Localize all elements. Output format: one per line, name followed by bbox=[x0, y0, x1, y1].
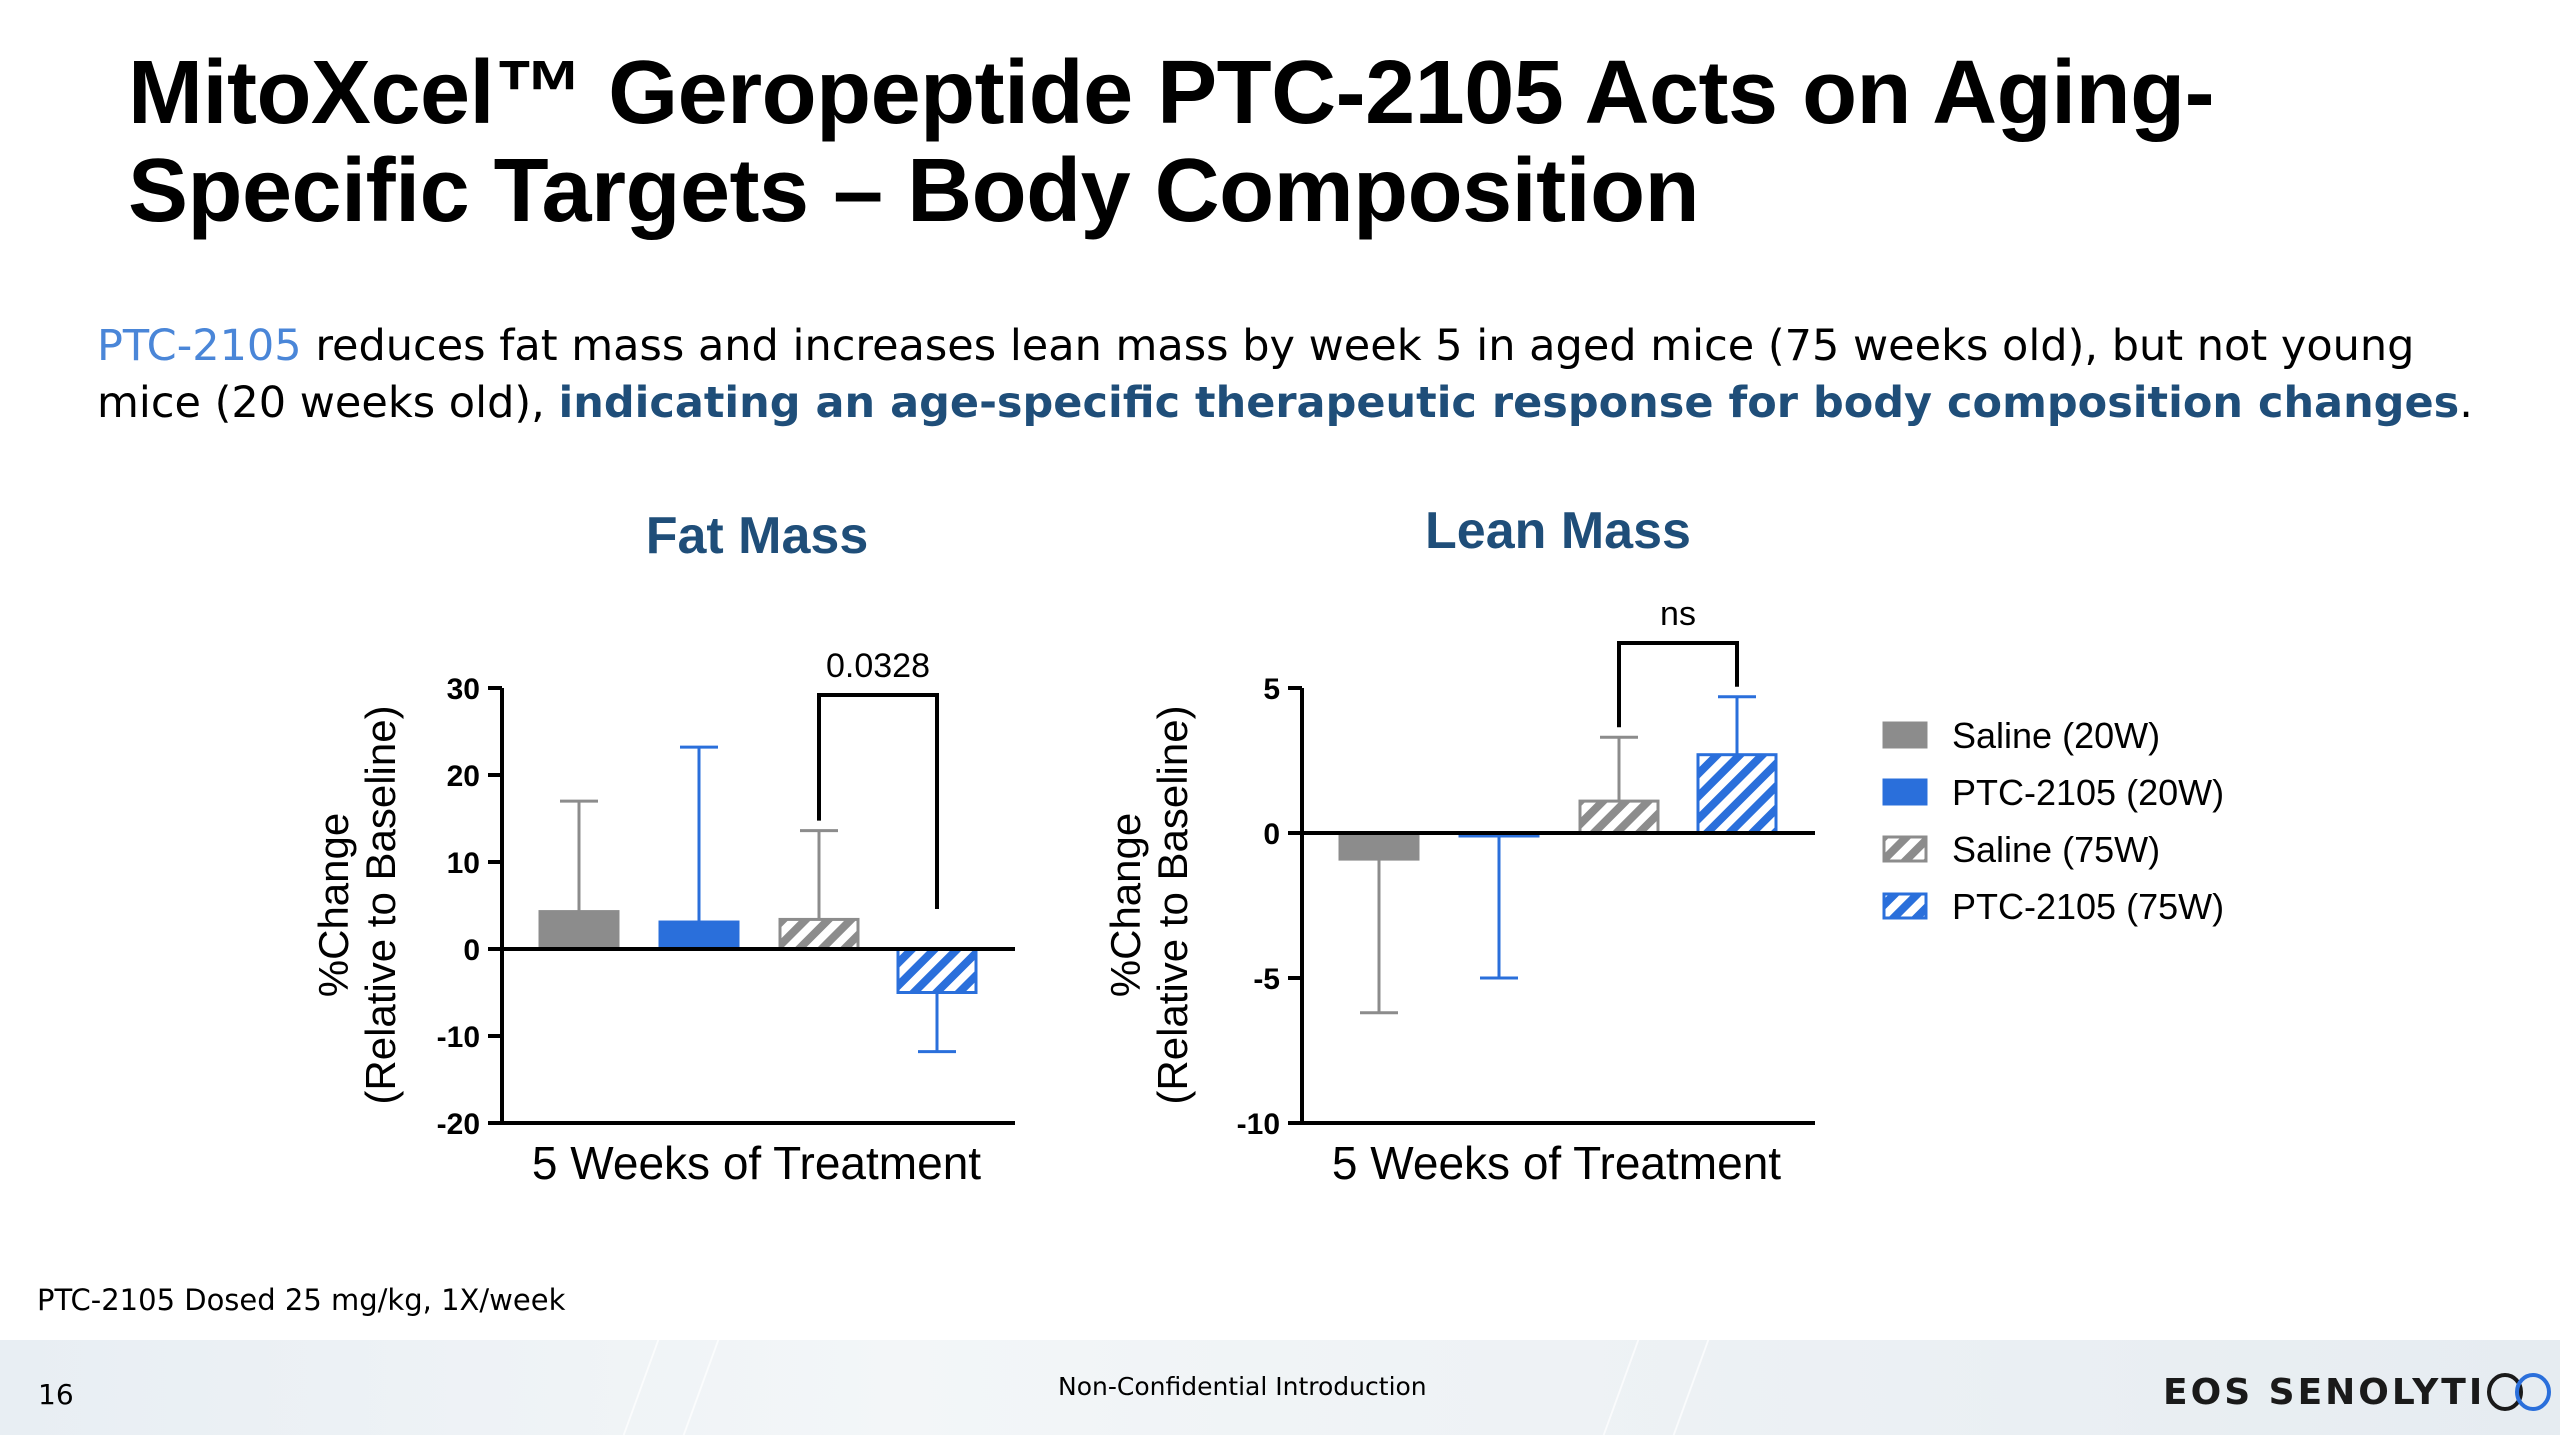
subtitle-text: reduces fat mass and increases lean mass… bbox=[97, 321, 2415, 428]
y-tick-label: -20 bbox=[437, 1108, 480, 1141]
subtitle-highlight: PTC-2105 bbox=[97, 321, 302, 371]
infinity-logo-icon bbox=[2487, 1373, 2552, 1411]
lean-mass-chart: Lean Mass %Change (Relative to Baseline) 5 0… bbox=[1102, 502, 1815, 1189]
y-tick-label: 5 bbox=[1263, 673, 1280, 706]
bar-saline-75w- bbox=[1578, 799, 1660, 835]
bar-saline-75w- bbox=[778, 917, 860, 951]
significance-bracket bbox=[817, 693, 939, 909]
bar-saline-20w- bbox=[538, 910, 620, 951]
legend-label: PTC-2105 (75W) bbox=[1952, 886, 2224, 927]
legend-label: Saline (75W) bbox=[1952, 829, 2160, 870]
bar-saline-20w- bbox=[1338, 831, 1420, 861]
x-axis-label: 5 Weeks of Treatment bbox=[1332, 1137, 1781, 1189]
bar-ptc-2105-75w- bbox=[1696, 753, 1778, 835]
legend-label: PTC-2105 (20W) bbox=[1952, 772, 2224, 813]
chart-title: Lean Mass bbox=[1425, 502, 1691, 560]
slide-title: MitoXcel™ Geropeptide PTC-2105 Acts on A… bbox=[128, 43, 2215, 241]
y-tick-label: 0 bbox=[1263, 818, 1280, 851]
y-axis-label: (Relative to Baseline) bbox=[1149, 705, 1196, 1104]
company-logo: EOS SENOLYTI bbox=[2163, 1368, 2555, 1416]
y-axis-label: %Change bbox=[1102, 813, 1149, 997]
y-axis-label: (Relative to Baseline) bbox=[357, 705, 404, 1104]
y-axis-label: %Change bbox=[310, 813, 357, 997]
footer-label: Non-Confidential Introduction bbox=[1058, 1372, 1427, 1401]
logo-text: EOS SENOLYTI bbox=[2163, 1371, 2486, 1413]
dosing-footnote: PTC-2105 Dosed 25 mg/kg, 1X/week bbox=[37, 1283, 566, 1317]
chart-title: Fat Mass bbox=[646, 507, 869, 565]
y-tick-label: -10 bbox=[1237, 1108, 1280, 1141]
chart-legend: Saline (20W) PTC-2105 (20W) Saline (75W) PT… bbox=[1882, 715, 2224, 927]
y-tick-label: -10 bbox=[437, 1021, 480, 1054]
significance-label: ns bbox=[1660, 595, 1696, 633]
fat-mass-chart: Fat Mass %Change (Relative to Baseline) 30 2… bbox=[310, 507, 1015, 1189]
slide-subtitle: PTC-2105 reduces fat mass and increases … bbox=[97, 318, 2497, 432]
bar-ptc-2105-75w- bbox=[896, 947, 978, 994]
y-tick-label: -5 bbox=[1253, 963, 1280, 996]
legend-swatch bbox=[1882, 892, 1928, 920]
subtitle-end: . bbox=[2459, 378, 2473, 428]
subtitle-bold: indicating an age-specific therapeutic r… bbox=[558, 378, 2460, 428]
y-tick-label: 0 bbox=[463, 934, 480, 967]
footer-bar bbox=[0, 1340, 2560, 1435]
y-tick-label: 20 bbox=[447, 760, 480, 793]
x-axis-label: 5 Weeks of Treatment bbox=[532, 1137, 981, 1189]
bar-ptc-2105-20w- bbox=[658, 920, 740, 951]
legend-swatch bbox=[1882, 778, 1928, 806]
legend-swatch bbox=[1882, 721, 1928, 749]
legend-label: Saline (20W) bbox=[1952, 715, 2160, 756]
significance-bracket bbox=[1617, 641, 1739, 728]
y-tick-label: 10 bbox=[447, 847, 480, 880]
significance-label: 0.0328 bbox=[826, 647, 930, 685]
charts-area: Fat Mass%Change (Relative to Baseline)302… bbox=[310, 502, 2224, 1189]
y-tick-label: 30 bbox=[447, 673, 480, 706]
page-number: 16 bbox=[38, 1378, 74, 1411]
legend-swatch bbox=[1882, 835, 1928, 863]
